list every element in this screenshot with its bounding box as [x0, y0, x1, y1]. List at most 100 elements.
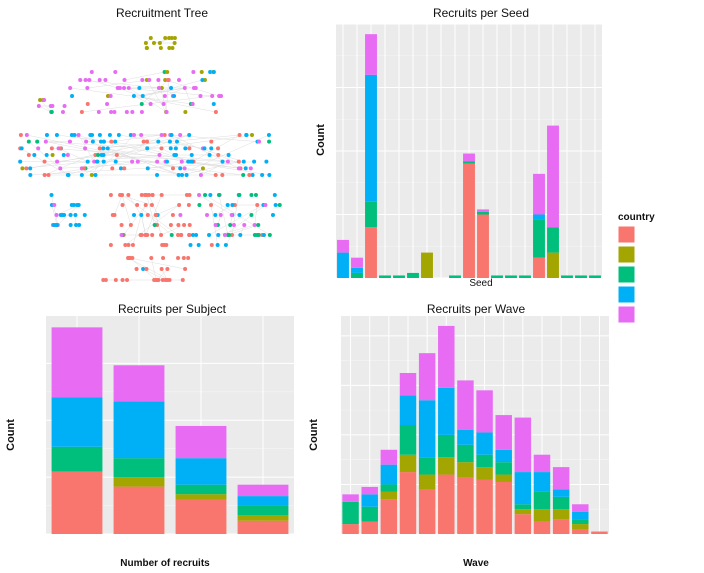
tree-node — [230, 203, 235, 207]
tree-node — [108, 243, 113, 247]
tree-edge — [70, 87, 193, 105]
tree-node — [98, 139, 103, 144]
bar-tanzania-4 — [418, 400, 436, 458]
bar-tanzania-1 — [337, 252, 349, 278]
tree-node — [145, 166, 150, 171]
tree-node — [54, 213, 59, 217]
tree-node — [250, 173, 255, 177]
tree-edge — [215, 204, 233, 216]
bar-malawi-7 — [421, 252, 433, 278]
tree-node — [191, 70, 196, 74]
bar-zimbabwe-3 — [365, 34, 377, 75]
tree-node — [122, 166, 127, 171]
tree-node — [156, 86, 161, 90]
tree-node — [77, 223, 82, 227]
tree-node — [130, 159, 135, 164]
tree-node — [26, 153, 31, 157]
tree-node — [131, 94, 136, 98]
tree-node — [148, 102, 153, 106]
tree-node — [113, 278, 118, 282]
bar-malawi-2 — [380, 491, 398, 500]
tree-node — [143, 41, 148, 45]
tree-node — [187, 233, 192, 237]
tree-edge — [81, 134, 165, 176]
tree-edge — [80, 79, 162, 89]
tree-node — [101, 159, 106, 164]
tree-node — [231, 223, 236, 227]
tree-node — [256, 233, 261, 237]
tree-node — [159, 133, 164, 137]
tree-node — [120, 193, 125, 197]
legend-swatch-congodrc — [617, 225, 636, 244]
tree-edge — [87, 79, 150, 89]
tree-node — [172, 36, 177, 40]
tree-node — [36, 146, 41, 151]
tree-node — [272, 193, 277, 197]
tree-node — [186, 256, 191, 260]
tree-node — [200, 166, 205, 171]
tree-node — [199, 70, 204, 74]
tree-node — [182, 86, 187, 90]
tree-node — [148, 36, 153, 40]
tree-node — [51, 223, 56, 227]
tree-edge — [164, 87, 185, 97]
tree-edge — [178, 134, 270, 176]
tree-node — [112, 213, 117, 217]
tree-node — [126, 256, 131, 260]
legend-swatch-tanzania — [617, 285, 636, 304]
bar-tanzania-2 — [113, 401, 165, 459]
bar-zimbabwe-10 — [463, 153, 475, 162]
tree-node — [270, 213, 275, 217]
tree-node — [210, 94, 215, 98]
tree-node — [101, 146, 106, 151]
tree-node — [215, 243, 220, 247]
tree-node — [186, 203, 191, 207]
tree-node — [237, 213, 242, 217]
tree-node — [243, 166, 248, 171]
tree-node — [143, 203, 148, 207]
tree-edge — [204, 194, 270, 236]
tree-node — [97, 133, 102, 137]
bar-tanzania-8 — [495, 449, 512, 463]
tree-node — [252, 223, 257, 227]
tree-node — [187, 223, 192, 227]
tree-edge — [121, 194, 132, 226]
tree-node — [103, 78, 108, 82]
bar-congodrc-0 — [342, 524, 359, 534]
tree-node — [135, 203, 140, 207]
tree-node — [61, 153, 66, 157]
bar-zimbabwe-4 — [237, 484, 289, 497]
tree-edge — [45, 141, 216, 176]
bar-other-0 — [342, 501, 359, 525]
tree-node — [62, 104, 67, 108]
tree-edge — [58, 148, 88, 162]
tree-edge — [123, 204, 146, 236]
tree-node — [103, 278, 108, 282]
bar-congodrc-10 — [533, 521, 551, 534]
tree-node — [255, 203, 260, 207]
tree-node — [169, 233, 174, 237]
tree-node — [238, 233, 243, 237]
tree-node — [52, 203, 57, 207]
bar-malawi-12 — [572, 524, 589, 530]
tree-node — [249, 213, 254, 217]
tree-node — [257, 139, 262, 144]
tree-node — [211, 70, 216, 74]
tree-edge — [129, 257, 186, 270]
bar-congodrc-10 — [463, 163, 475, 278]
tree-node — [184, 173, 189, 177]
bar-malawi-16 — [547, 252, 559, 278]
tree-node — [119, 223, 124, 227]
bar-other-12 — [491, 275, 503, 278]
tree-node — [176, 78, 181, 82]
tree-node — [43, 139, 48, 144]
bar-other-4 — [418, 457, 436, 475]
bar-zimbabwe-5 — [438, 325, 455, 388]
tree-node — [149, 256, 154, 260]
wave-bars — [342, 325, 608, 534]
tree-node — [208, 70, 213, 74]
tree-edge — [125, 204, 180, 246]
tree-node — [182, 223, 187, 227]
tree-node — [163, 36, 168, 40]
tree-node — [68, 223, 73, 227]
